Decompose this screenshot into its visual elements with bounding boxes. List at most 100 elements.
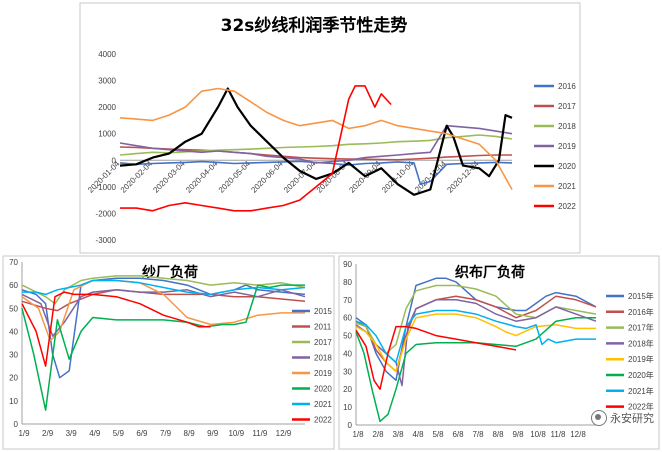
y-tick-label: 40 — [9, 327, 18, 336]
y-tick-label: 1000 — [98, 130, 116, 139]
y-tick-label: -1000 — [96, 183, 117, 192]
series-line-2015 — [21, 277, 306, 379]
x-tick-label: 9/9 — [207, 429, 219, 438]
y-tick-label: 80 — [343, 278, 352, 287]
y-tick-label: 20 — [9, 374, 18, 383]
legend-label-2018: 2018 — [314, 354, 332, 363]
x-tick-label: 10/8 — [530, 430, 546, 439]
series-line-2021 — [22, 279, 306, 296]
x-tick-label: 4/8 — [412, 430, 424, 439]
x-tick-label: 8/9 — [184, 429, 196, 438]
legend-label-2019: 2019 — [558, 142, 576, 151]
legend-label-2011: 2011 — [314, 323, 332, 332]
y-tick-label: 40 — [343, 349, 352, 358]
y-tick-label: 0 — [348, 421, 353, 430]
y-tick-label: 30 — [9, 351, 18, 360]
series-line-2022年 — [355, 325, 517, 390]
legend-label-2021: 2021 — [314, 400, 332, 409]
y-tick-label: 30 — [343, 367, 352, 376]
y-tick-label: 0 — [112, 156, 117, 165]
x-tick-label: 10/9 — [228, 429, 244, 438]
legend-label-2017: 2017 — [314, 338, 332, 347]
x-tick-label: 7/9 — [160, 429, 172, 438]
x-tick-label: 9/8 — [512, 430, 524, 439]
x-tick-label: 11/8 — [551, 430, 567, 439]
legend-label-2022: 2022 — [314, 416, 332, 425]
y-tick-label: 4000 — [98, 50, 116, 59]
y-tick-label: 60 — [343, 314, 352, 323]
series-line-2018年 — [355, 299, 597, 387]
x-tick-label: 8/8 — [492, 430, 504, 439]
y-tick-label: 20 — [343, 385, 352, 394]
x-tick-label: 4/9 — [89, 429, 101, 438]
profit-chart-frame — [79, 2, 581, 254]
x-tick-label: 12/8 — [570, 430, 586, 439]
legend-label-2021年: 2021年 — [628, 386, 654, 396]
weaving-load-legend: 2015年 2016年 2017年 2018年 2019年 2020年 2021年 2022年 — [606, 291, 654, 412]
x-tick-label: 2/8 — [372, 430, 384, 439]
legend-label-2020: 2020 — [314, 385, 332, 394]
y-tick-label: 50 — [343, 332, 352, 341]
legend-label-2018年: 2018年 — [628, 338, 654, 348]
series-line-2021 — [119, 87, 513, 190]
y-tick-label: 10 — [9, 397, 18, 406]
spinning-load-plot: 70 60 50 40 30 20 10 01/9 2/9 3/9 4/9 5/9 6/9 7/9 8/9 9… — [9, 258, 306, 438]
x-tick-label: 5/8 — [432, 430, 444, 439]
legend-label-2020年: 2020年 — [628, 370, 654, 380]
series-line-2020 — [21, 284, 305, 411]
x-tick-label: 2/9 — [42, 429, 54, 438]
watermark: 永安研究 — [591, 410, 654, 426]
legend-label-2016年: 2016年 — [628, 307, 654, 317]
legend-label-2017: 2017 — [558, 102, 576, 111]
series-line-2020年 — [355, 316, 596, 423]
series-line-2015年 — [355, 277, 597, 382]
series-line-2016年 — [355, 295, 597, 373]
x-tick-label: 11/9 — [252, 429, 268, 438]
y-tick-label: 70 — [343, 296, 352, 305]
legend-label-2020: 2020 — [558, 162, 576, 171]
y-tick-label: 60 — [9, 281, 18, 290]
y-tick-label: 10 — [343, 403, 352, 412]
x-tick-label: 3/9 — [66, 429, 78, 438]
x-tick-label: 6/9 — [136, 429, 148, 438]
series-line-2022 — [120, 85, 392, 212]
spinning-load-legend: 2015 2011 2017 2018 2019 2020 2021 2022 — [292, 307, 332, 425]
weaving-load-title: 织布厂负荷 — [455, 264, 525, 281]
legend-label-2016: 2016 — [558, 82, 576, 91]
y-tick-label: -2000 — [96, 209, 117, 218]
watermark-text: 永安研究 — [610, 412, 654, 425]
x-tick-label: 1/9 — [18, 429, 30, 438]
y-tick-label: 70 — [9, 258, 18, 267]
series-line-2021年 — [355, 309, 596, 364]
wechat-logo-icon — [591, 410, 607, 426]
legend-label-2022: 2022 — [558, 202, 576, 211]
series-line-2017 — [21, 275, 306, 305]
legend-label-2022年: 2022年 — [628, 402, 654, 412]
legend-label-2015年: 2015年 — [628, 291, 654, 301]
y-tick-label: 50 — [9, 304, 18, 313]
legend-label-2018: 2018 — [558, 122, 576, 131]
y-tick-label: 2000 — [98, 103, 116, 112]
x-tick-label: 6/8 — [452, 430, 464, 439]
profit-chart-legend: 2016 2017 2018 2019 2020 2021 2022 — [534, 82, 576, 211]
legend-label-2015: 2015 — [314, 307, 332, 316]
y-tick-label: -3000 — [96, 236, 117, 245]
legend-label-2019年: 2019年 — [628, 354, 654, 364]
legend-label-2019: 2019 — [314, 369, 332, 378]
x-tick-label: 3/8 — [392, 430, 404, 439]
y-tick-label: 0 — [14, 420, 19, 429]
profit-chart-panel: 32s纱线利润季节性走势 4000 3000 2000 1000 0 -1000 -2000… — [79, 2, 581, 254]
legend-label-2017年: 2017年 — [628, 323, 654, 333]
series-line-2022 — [21, 291, 211, 367]
weaving-load-plot: 90 80 70 60 50 40 30 20 10 01/8 2/8 3/8 4/8 5/8 6/8 7/8… — [343, 260, 597, 439]
series-line-2017 — [119, 146, 512, 161]
profit-chart-title: 32s纱线利润季节性走势 — [221, 15, 408, 36]
x-tick-label: 5/9 — [113, 429, 125, 438]
legend-label-2021: 2021 — [558, 182, 576, 191]
x-tick-label: 7/8 — [472, 430, 484, 439]
x-tick-label: 12/9 — [276, 429, 292, 438]
x-tick-label: 1/8 — [352, 430, 364, 439]
series-line-2019年 — [355, 313, 596, 373]
